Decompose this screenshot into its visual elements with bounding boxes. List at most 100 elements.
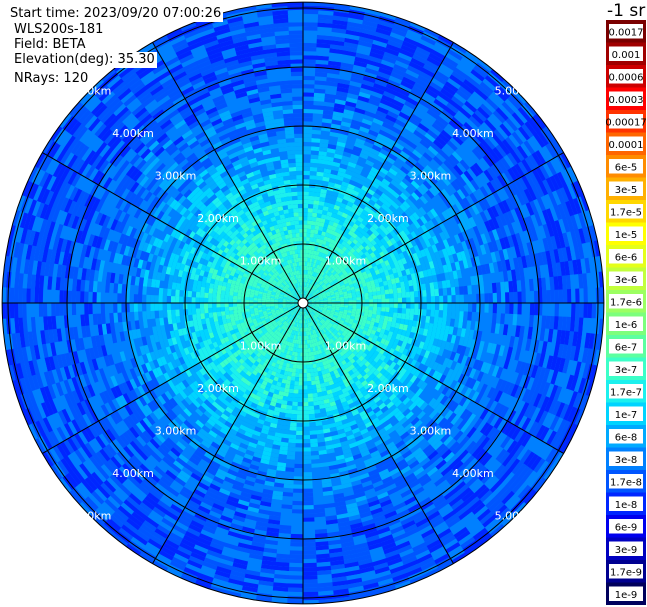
beta-range-gate [306, 282, 309, 288]
beta-range-gate [336, 325, 342, 330]
beta-range-gate [232, 295, 238, 300]
beta-range-gate [451, 303, 456, 312]
beta-range-gate [290, 179, 297, 184]
beta-range-gate [304, 282, 307, 287]
beta-range-gate [196, 313, 201, 320]
beta-range-gate [204, 312, 210, 319]
beta-range-gate [261, 300, 266, 303]
beta-range-gate [304, 331, 307, 336]
beta-range-gate [303, 137, 313, 143]
beta-range-gate [306, 335, 309, 340]
beta-range-gate [294, 279, 297, 284]
beta-range-gate [298, 274, 301, 279]
beta-range-gate [280, 338, 285, 344]
beta-range-gate [154, 294, 159, 303]
beta-range-gate [278, 287, 283, 291]
beta-range-gate [454, 311, 460, 320]
beta-range-gate [258, 311, 264, 315]
beta-range-gate [266, 309, 272, 313]
beta-range-gate [282, 298, 287, 301]
beta-range-gate [286, 290, 291, 294]
beta-range-gate [309, 326, 312, 331]
beta-range-gate [327, 297, 332, 300]
beta-range-gate [310, 299, 315, 301]
beta-range-gate [319, 330, 324, 336]
beta-range-gate [447, 295, 452, 304]
beta-range-gate [290, 303, 295, 305]
beta-range-gate [199, 302, 204, 309]
beta-range-gate [307, 318, 310, 323]
beta-range-gate [306, 376, 312, 382]
beta-range-gate [291, 280, 295, 285]
beta-range-gate [295, 364, 300, 369]
beta-range-gate [284, 471, 295, 477]
beta-range-gate [310, 321, 314, 327]
beta-range-gate [312, 292, 317, 296]
beta-range-gate [216, 307, 221, 313]
beta-range-gate [279, 295, 284, 298]
beta-range-gate [232, 306, 238, 311]
beta-range-gate [274, 323, 279, 328]
beta-range-gate [293, 472, 303, 477]
beta-range-gate [307, 401, 314, 407]
beta-range-gate [319, 315, 323, 319]
beta-range-gate [294, 318, 298, 323]
beta-range-gate [404, 313, 410, 321]
beta-range-gate [270, 307, 275, 310]
beta-range-gate [295, 318, 298, 323]
beta-range-gate [307, 287, 310, 292]
beta-range-gate [293, 308, 297, 312]
beta-range-gate [310, 279, 314, 285]
beta-range-gate [294, 326, 297, 331]
beta-range-gate [282, 276, 287, 281]
beta-range-gate [276, 326, 281, 331]
beta-range-gate [303, 212, 308, 217]
beta-range-gate [261, 304, 266, 308]
beta-range-gate [305, 257, 308, 262]
beta-range-gate [279, 272, 284, 278]
beta-range-gate [306, 274, 310, 279]
beta-range-gate [326, 330, 331, 336]
beta-range-gate [309, 284, 313, 289]
beta-range-gate [455, 286, 460, 296]
beta-range-gate [270, 269, 276, 274]
beta-range-gate [294, 455, 303, 460]
beta-range-gate [146, 310, 151, 320]
beta-range-gate [260, 284, 266, 289]
beta-range-gate [323, 258, 328, 264]
beta-range-gate [317, 260, 322, 266]
beta-range-gate [443, 303, 448, 311]
beta-range-gate [292, 397, 298, 402]
beta-range-gate [325, 311, 330, 315]
beta-range-gate [179, 289, 184, 297]
beta-range-gate [291, 290, 295, 295]
beta-range-gate [282, 261, 287, 267]
beta-range-gate [300, 282, 303, 287]
beta-range-gate [339, 294, 344, 298]
beta-range-gate [305, 253, 309, 258]
beta-range-gate [290, 301, 295, 303]
beta-range-gate [296, 331, 299, 336]
beta-range-gate [199, 307, 205, 314]
beta-range-gate [323, 279, 328, 284]
beta-range-gate [290, 220, 295, 226]
beta-range-gate [166, 288, 172, 297]
beta-range-gate [287, 282, 291, 287]
beta-range-gate [271, 291, 276, 295]
beta-range-gate [282, 299, 287, 302]
beta-range-gate [286, 313, 291, 317]
beta-range-gate [301, 290, 303, 295]
beta-range-gate [305, 291, 307, 296]
beta-range-gate [265, 318, 270, 322]
beta-range-gate [302, 402, 309, 407]
beta-range-gate [273, 316, 278, 320]
beta-range-gate [323, 316, 328, 321]
beta-range-gate [304, 265, 307, 271]
beta-range-gate [302, 430, 310, 436]
beta-range-gate [204, 307, 209, 314]
beta-range-gate [318, 295, 323, 298]
beta-range-gate [327, 272, 333, 277]
beta-range-gate [257, 305, 262, 308]
beta-range-gate [266, 293, 272, 297]
beta-range-gate [304, 278, 306, 283]
